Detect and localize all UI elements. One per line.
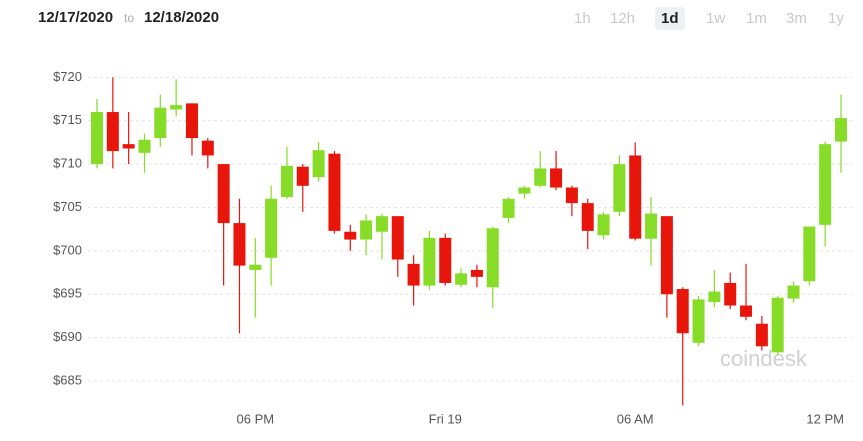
candle-body (344, 231, 357, 240)
candle-body (486, 228, 499, 288)
candle-body (296, 166, 309, 186)
candle-body (740, 305, 753, 317)
candle-body (708, 291, 721, 303)
y-tick-label: $710 (53, 156, 82, 171)
range-button[interactable]: 1y (828, 10, 844, 27)
candle-body (629, 155, 642, 239)
candle-body (645, 213, 658, 239)
candle-body (217, 164, 230, 224)
x-tick-label: 12 PM (806, 411, 844, 426)
candle-body (439, 237, 452, 283)
end-date[interactable]: 12/18/2020 (144, 9, 220, 26)
candle-body (692, 299, 705, 343)
candle-body (360, 220, 373, 240)
candle-body (233, 223, 246, 266)
candle-body (550, 168, 563, 188)
candle-body (391, 216, 404, 260)
candle-body (724, 282, 737, 306)
candle-body (470, 269, 483, 277)
range-button[interactable]: 12h (610, 10, 636, 27)
candle-body (328, 153, 341, 231)
y-tick-label: $700 (53, 242, 82, 257)
candle-body (265, 198, 278, 258)
candle-body (91, 112, 103, 165)
candle-body (565, 187, 578, 204)
y-tick-label: $720 (53, 69, 82, 84)
candle-body (819, 144, 832, 225)
y-tick-label: $705 (53, 199, 82, 214)
candle-body (676, 289, 689, 334)
candle-body (771, 297, 784, 353)
candle-body (201, 140, 214, 156)
candle-body (613, 164, 626, 212)
candle-body (755, 323, 768, 347)
range-button[interactable]: 1w (706, 10, 726, 27)
candle-body (170, 105, 183, 110)
candle-body (375, 216, 388, 232)
candle-body (597, 214, 610, 236)
candle-body (581, 203, 594, 231)
candle-body (122, 144, 135, 149)
range-button[interactable]: 1m (746, 10, 767, 27)
y-tick-label: $695 (53, 286, 82, 301)
candle-body (502, 198, 515, 218)
x-tick-label: 06 AM (617, 411, 654, 426)
candle-body (803, 226, 816, 282)
candle-body (138, 139, 151, 153)
candle-body (835, 118, 848, 142)
candle-body (534, 168, 547, 186)
candle-body (455, 273, 468, 285)
separator: to (124, 11, 135, 25)
range-button[interactable]: 1h (574, 10, 591, 27)
candle-body (312, 150, 325, 178)
y-tick-label: $685 (53, 372, 82, 387)
range-button[interactable]: 1d (655, 7, 685, 30)
x-tick-label: 06 PM (237, 411, 275, 426)
range-button[interactable]: 3m (786, 10, 807, 27)
candle-body (518, 187, 531, 194)
candle-body (249, 264, 262, 270)
y-tick-label: $690 (53, 329, 82, 344)
candle-body (280, 165, 293, 198)
y-tick-label: $715 (53, 112, 82, 127)
candle-body (154, 107, 167, 139)
candle-body (407, 263, 420, 286)
candle-body (660, 216, 673, 295)
candle-body (106, 112, 119, 152)
header: 12/17/2020 to 12/18/2020 1h 12h 1d 1w 1m 3m 1y (0, 0, 863, 40)
watermark: coindesk (720, 346, 808, 371)
start-date[interactable]: 12/17/2020 (38, 9, 114, 26)
candle-body (787, 285, 800, 299)
candle-body (423, 237, 436, 286)
candle-body (185, 103, 198, 139)
x-tick-label: Fri 19 (429, 411, 462, 426)
